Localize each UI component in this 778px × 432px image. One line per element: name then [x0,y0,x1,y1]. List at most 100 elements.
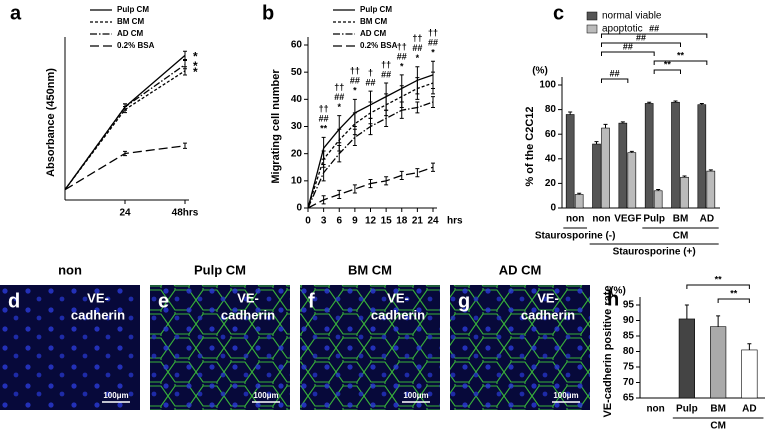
annotation: †† [397,41,407,51]
error-bar [183,50,187,60]
scale-label: 100μm [403,391,428,400]
x-tick-label: Pulp [643,214,665,225]
scale-label: 100μm [253,391,278,400]
error-bar [368,117,373,136]
bar [706,170,716,209]
image-title: AD CM [499,262,542,277]
unit-label: (%) [610,286,626,297]
image-title: non [58,262,82,277]
annotation: ## [412,43,422,53]
y-tick-label: 100 [539,80,556,91]
legend-swatch [586,24,598,34]
annotation: * [416,53,420,63]
y-tick-label: 80 [623,346,635,357]
scale-label: 100μm [103,391,128,400]
y-tick-label: 40 [291,94,303,105]
error-bar [183,142,187,149]
annotation: * [337,102,341,112]
error-bar [431,96,435,108]
y-tick-label: 65 [623,393,635,404]
bracket-label: ** [715,274,723,284]
legend-label: AD CM [117,29,144,38]
x-axis-label: hrs [447,216,463,227]
x-tick-label: 0 [305,216,311,227]
x-tick-label: 6 [336,216,342,227]
annotation: † [368,68,373,78]
error-bar [368,178,373,189]
annotation: ## [365,78,375,88]
annotation: ## [350,76,360,86]
panel-letter: e [158,290,169,312]
error-bar [673,100,678,103]
error-bar [708,169,713,172]
error-bar [431,162,435,172]
stain-label: cadherin [371,307,425,322]
y-tick-label: 85 [623,331,635,342]
error-bar [747,343,752,350]
bracket [601,42,681,47]
bar [601,127,610,209]
scale-label: 100μm [553,391,578,400]
error-bar [399,101,404,119]
error-bar [629,150,634,153]
y-tick-label: 30 [291,121,303,132]
error-bar [647,101,652,104]
bracket [601,33,708,38]
legend-label: Pulp CM [360,5,392,14]
y-tick-label: 20 [291,148,303,159]
legend-swatch [586,11,598,21]
x-tick-label: BM [710,404,726,415]
bar [710,326,727,399]
annotation: * [400,61,404,71]
error-bar [682,175,687,178]
annotation: ## [334,92,344,102]
y-tick-label: 75 [623,362,635,373]
legend-label: 0.2% BSA [117,41,155,50]
error-bar [384,109,389,127]
annotation: †† [319,104,329,114]
nuclei-stain [450,285,590,410]
y-tick-label: 20 [545,178,557,189]
panel-letter: d [8,290,20,312]
y-tick-label: 10 [291,175,303,186]
x-tick-label: non [566,214,584,225]
annotation: * [353,86,357,96]
annotation: ## [428,38,438,48]
legend-label: Pulp CM [117,5,149,14]
annotation: †† [381,59,391,69]
legend-label: apoptotic [602,24,643,35]
error-bar [684,304,689,319]
error-bar [123,103,127,111]
legend-label: normal viable [602,11,662,22]
bracket [717,298,750,303]
y-tick-label: 60 [291,40,303,51]
x-tick-label: AD [742,404,756,415]
bar [653,190,663,209]
y-tick-label: 50 [291,67,303,78]
x-tick-label: Pulp [676,404,698,415]
annotation: †† [334,82,344,92]
x-tick-label: 24 [119,208,131,219]
stain-label: VE- [237,290,259,305]
x-tick-label: 3 [321,216,327,227]
bar [644,103,654,209]
series-line [64,70,186,191]
bracket-label: ** [677,50,685,60]
x-tick-label: non [592,214,610,225]
panel-letter: c [553,2,564,24]
bracket-label: ## [649,23,659,33]
unit-label: (%) [532,66,548,77]
nuclei-stain [300,285,440,410]
annotation: ** [320,124,328,134]
stain-label: VE- [87,290,109,305]
nuclei-stain [150,285,290,410]
image-title: Pulp CM [194,262,246,277]
significance: * [193,59,198,73]
bar [697,104,707,209]
error-bar [183,60,187,70]
y-tick-label: 60 [545,129,557,140]
panel-letter: f [308,290,315,312]
image-title: BM CM [348,262,392,277]
bracket-label: ** [730,288,738,298]
error-bar [699,102,704,105]
